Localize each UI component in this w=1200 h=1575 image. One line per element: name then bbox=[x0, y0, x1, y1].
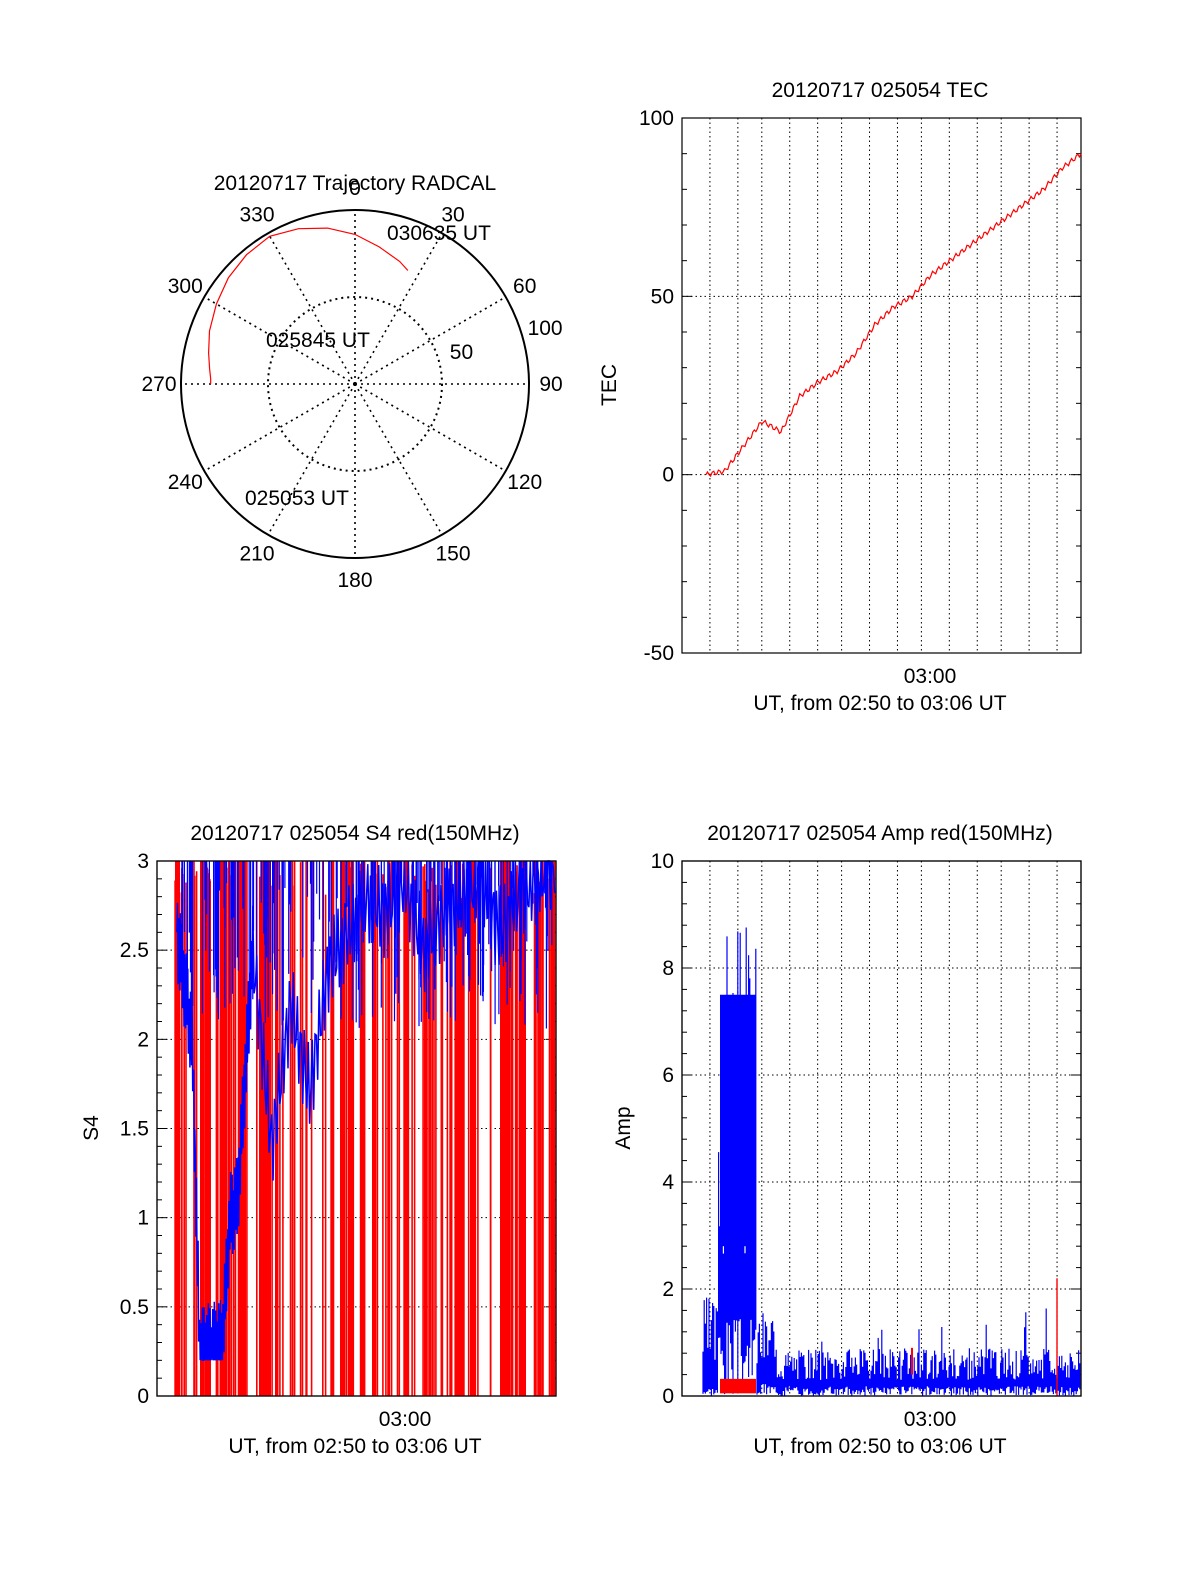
polar-azimuth-label: 210 bbox=[239, 543, 274, 566]
y-tick-label: 1.5 bbox=[120, 1118, 149, 1141]
polar-spoke bbox=[354, 296, 507, 385]
polar-title: 20120717 Trajectory RADCAL bbox=[214, 172, 497, 195]
polar-outer-circle bbox=[180, 209, 530, 559]
tec-xlabel: UT, from 02:50 to 03:06 UT bbox=[753, 692, 1006, 715]
y-tick-label: 0 bbox=[662, 1385, 674, 1408]
s4-red-block bbox=[404, 861, 409, 1396]
polar-azimuth-label: 60 bbox=[513, 275, 536, 298]
y-tick-label: 2.5 bbox=[120, 939, 149, 962]
y-tick-label: 8 bbox=[662, 957, 674, 980]
s4-red-block bbox=[200, 861, 204, 1396]
y-tick-label: 0.5 bbox=[120, 1296, 149, 1319]
y-tick-label: 50 bbox=[651, 285, 674, 308]
polar-azimuth-label: 240 bbox=[168, 471, 203, 494]
polar-azimuth-label: 330 bbox=[239, 203, 274, 226]
polar-grid bbox=[180, 209, 530, 559]
polar-spoke bbox=[203, 296, 356, 385]
polar-spoke bbox=[354, 383, 507, 472]
polar-spoke bbox=[203, 383, 356, 472]
polar-azimuth-label: 30 bbox=[441, 203, 464, 226]
amp-xlabel: UT, from 02:50 to 03:06 UT bbox=[753, 1435, 1006, 1458]
polar-radial-label: 100 bbox=[528, 317, 563, 340]
s4-blue-band bbox=[181, 861, 553, 1030]
polar-azimuth-labels: 0 30 60 90 120 150 180 210 240 270 300 330 50 100 bbox=[141, 177, 562, 592]
s4-ylabel: S4 bbox=[80, 1115, 103, 1141]
polar-azimuth-label: 270 bbox=[141, 373, 176, 396]
y-tick-label: 4 bbox=[662, 1171, 674, 1194]
tec-xtick: 03:00 bbox=[904, 665, 957, 688]
tec-plot-area: 100 50 0 -50 bbox=[639, 107, 1082, 665]
tec-series-line bbox=[705, 153, 1082, 478]
polar-radial-label: 50 bbox=[450, 341, 473, 364]
amp-ylabel: Amp bbox=[612, 1106, 635, 1149]
s4-red-block bbox=[175, 861, 180, 1396]
y-tick-label: 6 bbox=[662, 1064, 674, 1087]
polar-azimuth-label: 0 bbox=[349, 177, 361, 200]
s4-blue-line bbox=[176, 860, 556, 1362]
polar-azimuth-label: 150 bbox=[435, 543, 470, 566]
amp-red-segment bbox=[720, 1378, 756, 1394]
amp-panel: 20120717 025054 Amp red(150MHz) Amp 03:0… bbox=[612, 822, 1082, 1458]
s4-xtick: 03:00 bbox=[379, 1408, 432, 1431]
tec-title: 20120717 025054 TEC bbox=[772, 79, 989, 102]
y-tick-label: 100 bbox=[639, 107, 674, 130]
s4-title: 20120717 025054 S4 red(150MHz) bbox=[190, 822, 519, 845]
polar-azimuth-label: 120 bbox=[507, 471, 542, 494]
plot-frame bbox=[681, 860, 1082, 1397]
polar-azimuth-label: 180 bbox=[337, 569, 372, 592]
s4-red-block bbox=[372, 861, 375, 1396]
polar-ring-50 bbox=[267, 296, 443, 472]
amp-plot-area: 10 8 6 4 2 0 bbox=[651, 850, 1082, 1408]
polar-annotations: 030635 UT 025845 UT 025053 UT bbox=[245, 222, 491, 510]
tec-panel: 20120717 025054 TEC TEC 03:00 UT, from 0… bbox=[598, 79, 1082, 715]
polar-spoke bbox=[267, 232, 356, 385]
y-tick-label: 0 bbox=[662, 464, 674, 487]
plot-frame bbox=[681, 117, 1082, 654]
s4-red-block bbox=[340, 861, 345, 1396]
amp-xtick: 03:00 bbox=[904, 1408, 957, 1431]
polar-annotation: 030635 UT bbox=[387, 222, 491, 245]
plot-frame bbox=[156, 860, 557, 1397]
s4-red-block bbox=[500, 861, 510, 1396]
polar-azimuth-label: 90 bbox=[539, 373, 562, 396]
amp-title: 20120717 025054 Amp red(150MHz) bbox=[707, 822, 1053, 845]
polar-spoke bbox=[354, 232, 443, 385]
s4-red-block bbox=[470, 861, 476, 1396]
polar-annotation: 025053 UT bbox=[245, 487, 349, 510]
y-tick-label: 0 bbox=[137, 1385, 149, 1408]
s4-plot-area: 3 2.5 2 1.5 1 0.5 0 bbox=[120, 850, 557, 1408]
trajectory-polar-panel: 20120717 Trajectory RADCAL 0 30 60 90 120 150… bbox=[141, 172, 562, 592]
polar-trajectory-line bbox=[207, 227, 409, 385]
polar-spoke bbox=[354, 383, 443, 536]
y-tick-label: 1 bbox=[137, 1207, 149, 1230]
amp-blue-burst bbox=[720, 994, 756, 1247]
polar-azimuth-label: 300 bbox=[168, 275, 203, 298]
s4-xlabel: UT, from 02:50 to 03:06 UT bbox=[228, 1435, 481, 1458]
s4-red-block bbox=[520, 861, 526, 1396]
amp-blue-series bbox=[702, 927, 1081, 1396]
polar-annotation: 025845 UT bbox=[266, 329, 370, 352]
y-tick-label: 2 bbox=[137, 1028, 149, 1051]
y-tick-label: 10 bbox=[651, 850, 674, 873]
polar-spoke bbox=[267, 383, 356, 536]
polar-trajectory bbox=[207, 227, 409, 385]
y-tick-label: -50 bbox=[644, 642, 674, 665]
s4-panel: 20120717 025054 S4 red(150MHz) S4 03:00 … bbox=[80, 822, 557, 1458]
y-tick-label: 3 bbox=[137, 850, 149, 873]
tec-ylabel: TEC bbox=[598, 364, 621, 406]
y-tick-label: 2 bbox=[662, 1278, 674, 1301]
